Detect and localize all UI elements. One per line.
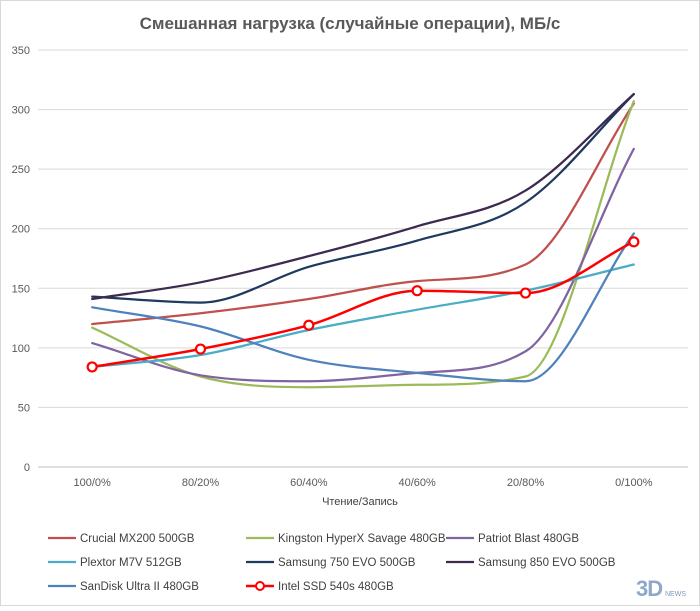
legend-label: Intel SSD 540s 480GB <box>278 581 394 593</box>
y-tick-label: 100 <box>12 343 30 355</box>
series-line-5 <box>91 92 635 304</box>
y-tick-label: 350 <box>12 45 30 57</box>
series-line-8 <box>90 240 636 369</box>
y-axis-ticks: 0 50 100 150 200 250 300 350 <box>12 45 30 474</box>
y-tick-label: 0 <box>24 462 30 474</box>
x-tick-label: 40/60% <box>399 477 437 489</box>
x-tick-label: 20/80% <box>507 477 545 489</box>
gridlines <box>38 49 688 468</box>
series-line-4 <box>91 263 635 369</box>
watermark-sub-text: NEWS <box>665 591 686 598</box>
legend-label: Samsung 750 EVO 500GB <box>278 557 416 569</box>
legend-label: Samsung 850 EVO 500GB <box>478 557 616 569</box>
series-line-2 <box>91 100 635 389</box>
legend: Crucial MX200 500GB Kingston HyperX Savag… <box>48 533 616 593</box>
x-axis-ticks: 100/0% 80/20% 60/40% 40/60% 20/80% 0/100% <box>74 477 653 489</box>
series-line-6 <box>91 92 635 301</box>
data-point-marker <box>194 343 207 355</box>
legend-label: Plextor M7V 512GB <box>80 557 182 569</box>
x-tick-label: 100/0% <box>74 477 112 489</box>
legend-label: Crucial MX200 500GB <box>80 533 195 545</box>
series-line-1 <box>91 102 635 326</box>
y-tick-label: 50 <box>18 402 30 414</box>
series-line-3 <box>91 147 635 383</box>
watermark-logo: 3D NEWS <box>636 576 686 601</box>
x-tick-label: 0/100% <box>615 477 653 489</box>
data-point-marker <box>628 236 640 248</box>
legend-label: SanDisk Ultra II 480GB <box>80 581 199 593</box>
x-axis-title: Чтение/Запись <box>322 496 398 508</box>
y-tick-label: 150 <box>12 283 30 295</box>
chart-title: Смешанная нагрузка (случайные операции),… <box>140 14 561 33</box>
y-tick-label: 250 <box>12 164 30 176</box>
legend-label: Kingston HyperX Savage 480GB <box>278 533 446 545</box>
x-tick-label: 80/20% <box>182 477 220 489</box>
data-point-marker <box>519 287 532 299</box>
legend-label: Patriot Blast 480GB <box>478 533 579 545</box>
series-line-7 <box>91 232 635 383</box>
y-tick-label: 200 <box>12 224 30 236</box>
data-point-marker <box>411 285 423 297</box>
series-lines <box>86 92 640 389</box>
data-point-marker <box>86 361 98 373</box>
x-tick-label: 60/40% <box>290 477 328 489</box>
watermark-logo-text: 3D <box>636 576 662 601</box>
y-tick-label: 300 <box>12 105 30 117</box>
legend-marker <box>255 581 265 591</box>
data-point-marker <box>303 319 315 331</box>
